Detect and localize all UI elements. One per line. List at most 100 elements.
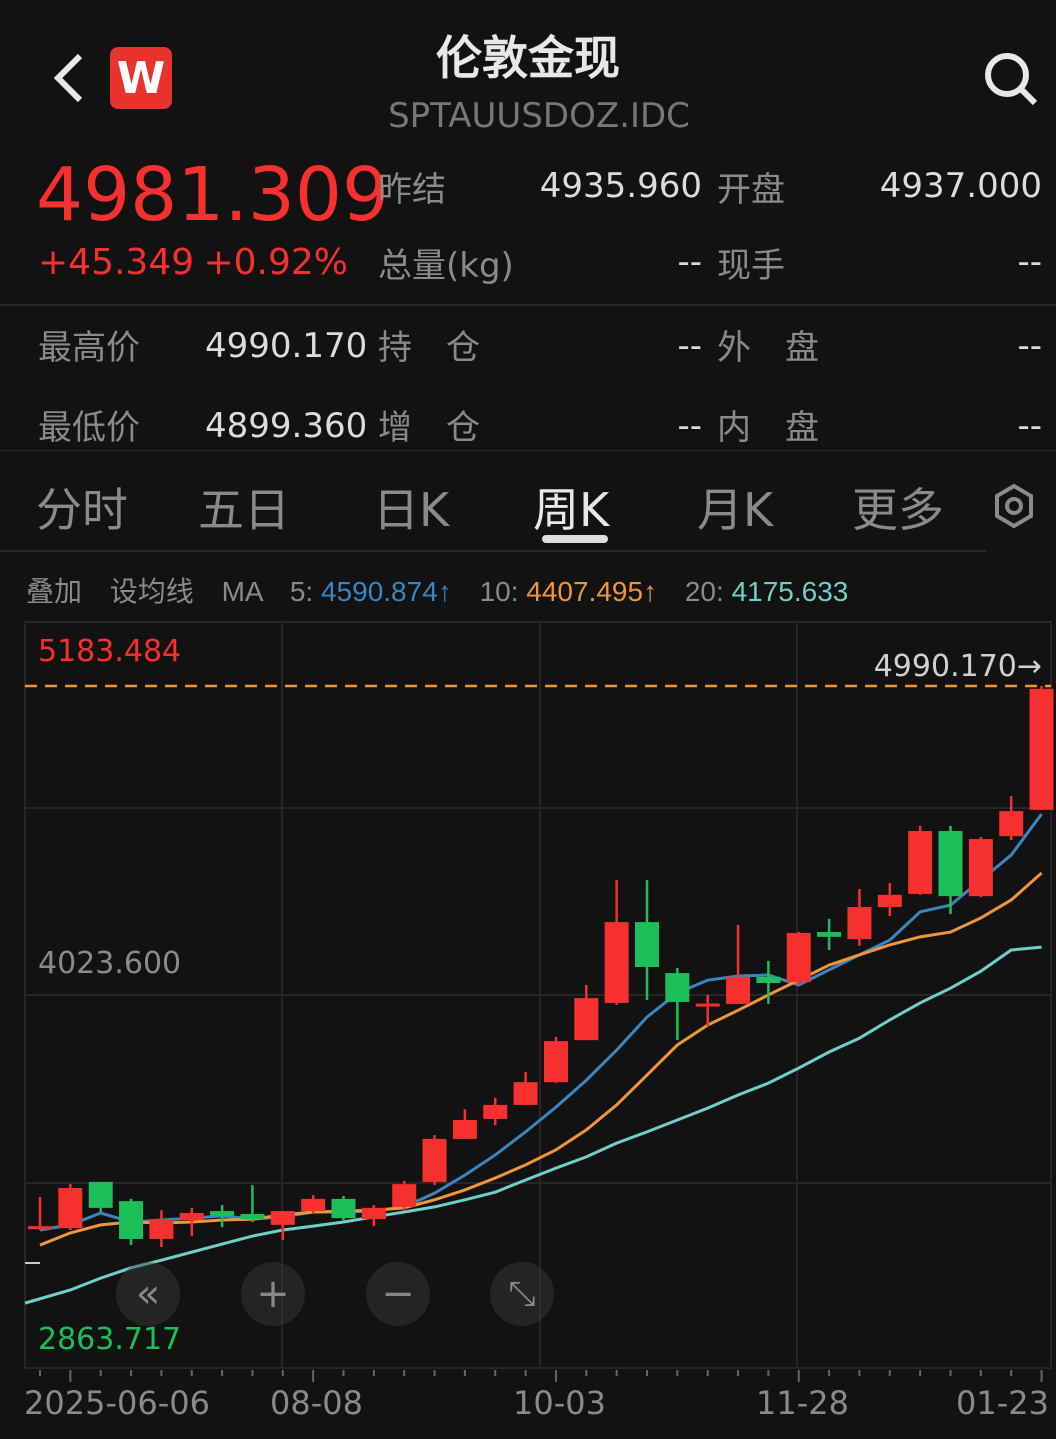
search-button[interactable] (982, 50, 1040, 108)
page-title: 伦敦金现 (436, 31, 620, 85)
plus-icon: + (256, 1271, 290, 1317)
ma10-label: 10: (479, 576, 519, 607)
candle-body (604, 922, 629, 1003)
candle-body (635, 922, 659, 968)
zoom-in-button[interactable]: + (241, 1262, 305, 1326)
tab-monthly-k[interactable]: 月K (697, 483, 774, 537)
y-axis-mid-label: 4023.600 (38, 946, 182, 981)
candle-body (301, 1198, 326, 1212)
back-button[interactable] (48, 50, 88, 106)
x-axis-label: 11-28 (756, 1384, 849, 1422)
tab-weekly-k[interactable]: 周K (533, 483, 610, 537)
last-price: 4981.309 (36, 152, 390, 238)
tab-five-day[interactable]: 五日 (198, 483, 290, 537)
search-icon (985, 53, 1038, 106)
candle (179, 1207, 204, 1237)
candle (604, 880, 629, 1005)
candle (574, 984, 599, 1041)
ma-bar: 叠加 设均线 MA 5: 4590.874↑ 10: 4407.495↑ 20:… (26, 570, 848, 610)
volume-value: -- (677, 242, 702, 282)
candle-body (938, 831, 963, 897)
overlay-button[interactable]: 叠加 (26, 576, 83, 607)
candle (331, 1196, 356, 1221)
candle-body (28, 1226, 52, 1230)
candle (635, 880, 659, 1001)
divider (0, 450, 1056, 451)
candle-body (179, 1213, 204, 1221)
candle (786, 932, 811, 985)
fullscreen-button[interactable]: ⤡ (490, 1262, 554, 1326)
ma20-value: 4175.633 (731, 576, 849, 607)
ma-line-ma5 (39, 813, 1043, 1232)
candle-body (908, 831, 933, 894)
open-value: 4937.000 (879, 166, 1042, 206)
divider (0, 304, 1056, 306)
candle (452, 1109, 477, 1139)
set-ma-button[interactable]: 设均线 (109, 576, 194, 607)
brand-logo: W (110, 47, 172, 109)
candle (877, 882, 902, 917)
ma5-label: 5: (289, 576, 314, 607)
low-label: 最低价 (38, 408, 140, 448)
current-hand-value: -- (1017, 242, 1042, 282)
candle (270, 1211, 295, 1240)
candle (908, 825, 933, 895)
candle (240, 1185, 265, 1222)
x-axis-label: 2025-06-06 (24, 1384, 210, 1422)
current-hand-label: 现手 (717, 246, 785, 286)
tab-intraday[interactable]: 分时 (36, 483, 128, 537)
candle-body (119, 1201, 144, 1239)
candle-body (695, 1003, 720, 1007)
symbol-code: SPTAUUSDOZ.IDC (388, 96, 690, 136)
add-position-value: -- (677, 406, 702, 446)
chart-settings-button[interactable] (993, 483, 1035, 533)
minus-icon: − (381, 1271, 415, 1317)
ma20-label: 20: (684, 576, 724, 607)
candle (968, 837, 993, 898)
candle (119, 1198, 144, 1246)
candle (483, 1097, 508, 1126)
x-axis-label: 10-03 (513, 1384, 606, 1422)
candle (301, 1195, 326, 1214)
outer-value: -- (1017, 326, 1042, 366)
x-axis-label: 01-23 (956, 1384, 1049, 1422)
candle-body (88, 1181, 113, 1208)
candle-body (331, 1198, 356, 1219)
zoom-out-button[interactable]: − (366, 1262, 430, 1326)
candle-body (240, 1213, 265, 1220)
open-label: 开盘 (717, 170, 785, 210)
outer-label: 外 盘 (717, 328, 819, 368)
ma-line-ma10 (39, 871, 1043, 1247)
candle-body (665, 973, 690, 1002)
low-value: 4899.360 (205, 406, 368, 446)
candle (28, 1196, 52, 1230)
candle-body (999, 811, 1024, 837)
candle-body (817, 932, 842, 937)
candle-body (574, 998, 599, 1041)
candle (543, 1036, 568, 1084)
candle-body (452, 1119, 477, 1139)
inner-label: 内 盘 (717, 408, 819, 448)
candle-body (149, 1219, 174, 1239)
candle-body (270, 1211, 295, 1225)
prev-close-value: 4935.960 (539, 166, 702, 206)
candle-body (847, 907, 872, 940)
divider (0, 550, 986, 552)
candle-body (58, 1187, 83, 1229)
chevron-left-icon (53, 53, 83, 103)
candle-body (786, 933, 811, 983)
candle (695, 994, 720, 1027)
expand-icon: ⤡ (508, 1274, 536, 1314)
tab-daily-k[interactable]: 日K (373, 483, 450, 537)
double-chevron-left-icon: « (135, 1271, 161, 1317)
ma10-value: 4407.495↑ (526, 576, 658, 607)
candle-body (877, 894, 902, 908)
candle (1029, 686, 1054, 810)
candle (999, 796, 1024, 841)
scroll-left-button[interactable]: « (116, 1262, 180, 1326)
tab-more[interactable]: 更多 (852, 483, 944, 537)
candle (210, 1204, 235, 1228)
candle (513, 1071, 538, 1105)
candle-body (968, 839, 993, 897)
